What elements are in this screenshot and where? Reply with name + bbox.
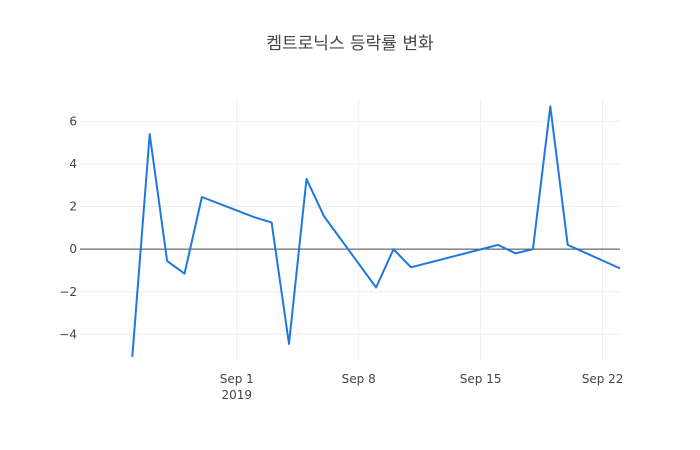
y-tick-label: 6	[69, 114, 77, 128]
x-tick-label: Sep 15	[460, 372, 502, 386]
x-axis: Sep 1 Sep 8 Sep 15 Sep 22 2019	[220, 372, 624, 402]
grid	[80, 100, 620, 360]
series-line-group	[131, 105, 621, 357]
y-axis: −4 −2 0 2 4 6	[59, 114, 77, 341]
x-tick-label: Sep 22	[582, 372, 624, 386]
y-tick-label: 0	[69, 242, 77, 256]
y-tick-label: 2	[69, 200, 77, 214]
series-line	[131, 105, 621, 357]
x-tick-label: Sep 8	[342, 372, 376, 386]
chart-title: 켐트로닉스 등락률 변화	[266, 34, 434, 54]
y-tick-label: −2	[59, 285, 77, 299]
y-tick-label: 4	[69, 157, 77, 171]
x-tick-label: Sep 1	[220, 372, 254, 386]
x-year-label: 2019	[222, 388, 253, 402]
y-tick-label: −4	[59, 327, 77, 341]
